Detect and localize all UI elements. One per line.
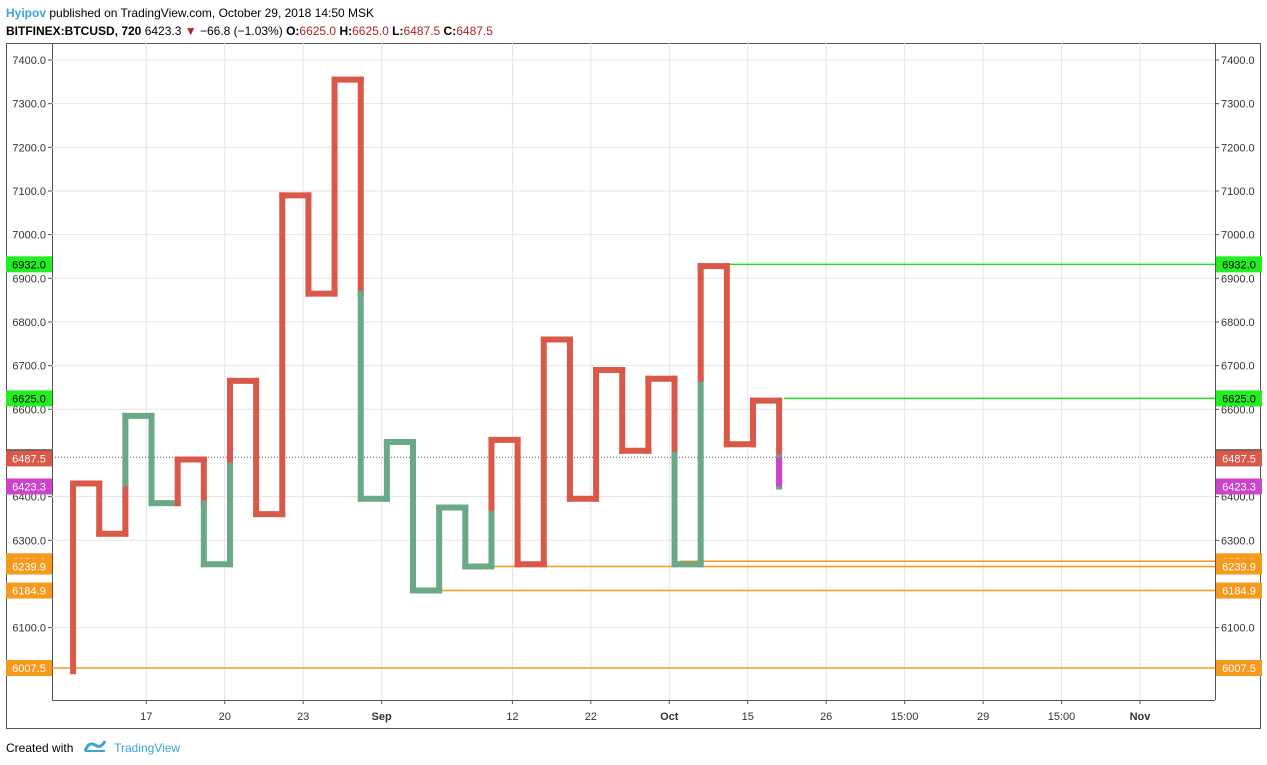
- x-tick-label: 22: [585, 711, 597, 723]
- open-value: 6625.0: [299, 24, 337, 38]
- level-badge-6932.0-left: [6, 256, 52, 273]
- y-tick-label-right: 6900.0: [1221, 273, 1255, 285]
- level-badge-6007.5-left-label: 6007.5: [12, 663, 46, 675]
- kagi-chart[interactable]: 6100.0 6100.0 6300.0 6300.0 6400.0 6400.0 6600…: [0, 0, 1267, 735]
- high-label: H:: [339, 24, 353, 38]
- x-tick-label: 23: [297, 711, 309, 723]
- level-badge-6239.9-left-label: 6239.9: [12, 562, 46, 574]
- y-tick-label-left: 6300.0: [12, 535, 46, 547]
- x-tick-label: Sep: [372, 711, 392, 723]
- y-tick-label-left: 7100.0: [12, 186, 46, 198]
- y-tick-label-right: 6300.0: [1221, 535, 1255, 547]
- y-tick-label-left: 6900.0: [12, 273, 46, 285]
- level-badge-6625.0-right-label: 6625.0: [1222, 393, 1256, 405]
- y-tick-label-right: 6800.0: [1221, 317, 1255, 329]
- x-tick-label: Oct: [660, 711, 679, 723]
- price-badge-6423.3-left: [6, 478, 52, 495]
- y-tick-label-left: 6400.0: [12, 492, 46, 504]
- publish-line: Hyipov published on TradingView.com, Oct…: [6, 4, 1261, 22]
- author-link[interactable]: Hyipov: [6, 6, 47, 20]
- y-tick-label-right: 6600.0: [1221, 404, 1255, 416]
- level-badge-6184.9-left: [6, 582, 52, 599]
- y-tick-label-left: 7200.0: [12, 142, 46, 154]
- level-badge-6239.9-right-label: 6239.9: [1222, 562, 1256, 574]
- low-label: L:: [392, 24, 404, 38]
- close-value: 6487.5: [456, 24, 493, 38]
- price-badge-6487.5-right: [1216, 450, 1262, 467]
- level-badge-6932.0-left-label: 6932.0: [12, 259, 46, 271]
- x-tick-label: 12: [506, 711, 518, 723]
- chart-header: Hyipov published on TradingView.com, Oct…: [6, 4, 1261, 40]
- x-tick-label: 29: [977, 711, 989, 723]
- price-change: −66.8 (−1.03%): [199, 24, 283, 38]
- y-tick-label-right: 7400.0: [1221, 55, 1255, 67]
- low-value: 6487.5: [403, 24, 441, 38]
- level-badge-6007.5-right: [1216, 660, 1262, 676]
- x-tick-label: Nov: [1130, 711, 1152, 723]
- y-tick-label-left: 6800.0: [12, 317, 46, 329]
- y-tick-label-left: 6100.0: [12, 623, 46, 635]
- y-tick-label-right: 7200.0: [1221, 142, 1255, 154]
- price-badge-6487.5-left-label: 6487.5: [12, 453, 46, 465]
- last-price: 6423.3: [144, 24, 182, 38]
- x-tick-label: 20: [219, 711, 231, 723]
- level-badge-6625.0-left-label: 6625.0: [12, 393, 46, 405]
- level-badge-6184.9-right-label: 6184.9: [1222, 586, 1256, 598]
- level-badge-6239.9-right: [1216, 558, 1262, 575]
- y-tick-label-right: 7000.0: [1221, 230, 1255, 242]
- y-tick-label-right: 7300.0: [1221, 99, 1255, 111]
- tradingview-link[interactable]: TradingView: [114, 741, 181, 755]
- level-badge-6007.5-left: [6, 660, 52, 676]
- level-badge-6625.0-left: [6, 390, 52, 407]
- y-tick-label-right: 6400.0: [1221, 492, 1255, 504]
- y-tick-label-left: 6700.0: [12, 361, 46, 373]
- level-badge-6184.9-right: [1216, 582, 1262, 599]
- level-badge-6184.9-left-label: 6184.9: [12, 586, 46, 598]
- y-tick-label-right: 7100.0: [1221, 186, 1255, 198]
- x-tick-label: 26: [820, 711, 832, 723]
- price-badge-6487.5-right-label: 6487.5: [1222, 453, 1256, 465]
- level-badge-6007.5-right-label: 6007.5: [1222, 663, 1256, 675]
- y-tick-label-right: 6100.0: [1221, 623, 1255, 635]
- symbol-label: BITFINEX:BTCUSD, 720: [6, 24, 142, 38]
- y-tick-label-left: 7000.0: [12, 230, 46, 242]
- x-tick-label: 15:00: [1048, 711, 1076, 723]
- chart-frame: [6, 43, 1261, 729]
- symbol-line: BITFINEX:BTCUSD, 720 6423.3 ▼ −66.8 (−1.…: [6, 22, 1261, 40]
- level-badge-6932.0-right-label: 6932.0: [1222, 259, 1256, 271]
- price-badge-6423.3-left-label: 6423.3: [12, 481, 46, 493]
- x-tick-label: 15:00: [891, 711, 919, 723]
- footer: Created with TradingView: [6, 738, 180, 758]
- published-text: published on TradingView.com, October 29…: [49, 6, 375, 20]
- price-badge-6423.3-right: [1216, 478, 1262, 495]
- tradingview-logo-icon[interactable]: [83, 739, 107, 759]
- x-tick-label: 15: [742, 711, 754, 723]
- price-badge-6423.3-right-label: 6423.3: [1222, 481, 1256, 493]
- level-badge-6932.0-right: [1216, 256, 1262, 273]
- x-tick-label: 17: [140, 711, 152, 723]
- level-badge-6239.9-left: [6, 558, 52, 575]
- close-label: C:: [443, 24, 457, 38]
- y-tick-label-left: 7300.0: [12, 99, 46, 111]
- created-with-text: Created with: [6, 741, 74, 755]
- y-tick-label-left: 6600.0: [12, 404, 46, 416]
- price-badge-6487.5-left: [6, 450, 52, 467]
- down-arrow-icon: ▼: [184, 24, 197, 38]
- level-badge-6625.0-right: [1216, 390, 1262, 407]
- high-value: 6625.0: [352, 24, 389, 38]
- y-tick-label-right: 6700.0: [1221, 361, 1255, 373]
- y-tick-label-left: 7400.0: [12, 55, 46, 67]
- open-label: O:: [286, 24, 300, 38]
